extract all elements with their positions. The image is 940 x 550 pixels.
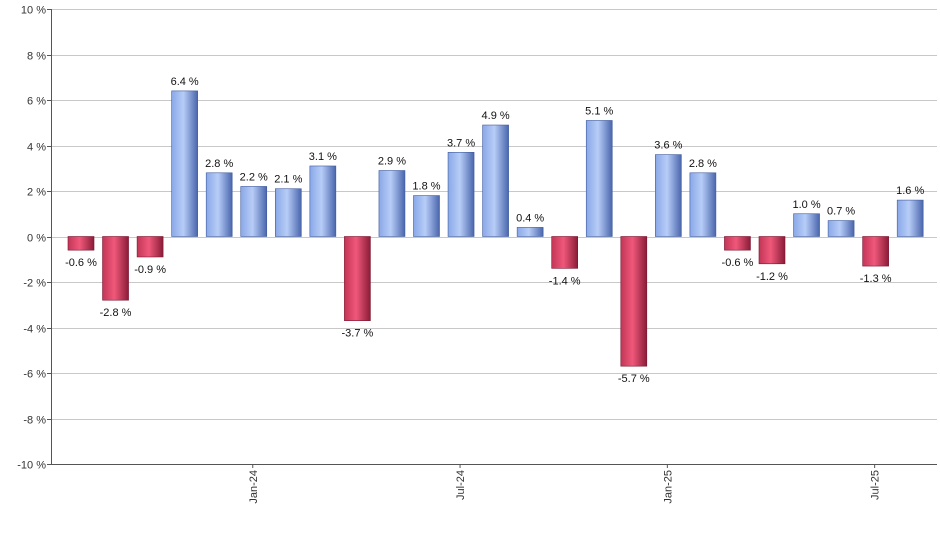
- y-tick-label: -2 %: [23, 278, 46, 290]
- bar: [413, 195, 440, 237]
- data-label: 2.8 %: [205, 158, 233, 170]
- y-tick-label: -10 %: [17, 460, 46, 472]
- data-label: 2.1 %: [274, 174, 302, 186]
- y-tick-label: -8 %: [23, 415, 46, 427]
- bar: [827, 220, 855, 237]
- y-tick-label: 4 %: [27, 142, 46, 154]
- data-label: 1.8 %: [412, 181, 440, 193]
- data-label: 3.6 %: [654, 140, 682, 152]
- bar: [862, 236, 889, 267]
- bar: [655, 154, 682, 237]
- data-label: 4.9 %: [482, 110, 510, 122]
- data-label: 6.4 %: [171, 76, 199, 88]
- bar: [793, 213, 820, 237]
- bar: [620, 236, 648, 367]
- data-label: 0.7 %: [827, 206, 855, 218]
- data-label: 0.4 %: [516, 212, 544, 224]
- data-label: -5.7 %: [618, 373, 650, 385]
- data-label: -1.2 %: [756, 271, 788, 283]
- data-label: 5.1 %: [585, 105, 613, 117]
- bar: [482, 124, 509, 237]
- x-tick-label: Jul-25: [870, 470, 882, 500]
- data-label: 3.7 %: [447, 137, 475, 149]
- data-label: 1.6 %: [896, 185, 924, 197]
- labels-group: -0.6 % -2.8 % -0.9 % 6.4 % 2.8 % 2.2 % 2.1 % 3.…: [65, 76, 924, 504]
- bar: [689, 172, 717, 237]
- data-label: -2.8 %: [100, 307, 132, 319]
- data-label: 3.1 %: [309, 151, 337, 163]
- x-tick-label: Jan-24: [248, 470, 260, 504]
- data-label: -0.6 %: [722, 257, 754, 269]
- data-label: -3.7 %: [342, 328, 374, 340]
- x-tick-label: Jul-24: [455, 470, 467, 500]
- data-label: -0.9 %: [134, 264, 166, 276]
- bar: [309, 165, 337, 237]
- bar: [378, 170, 406, 237]
- bars-group: [67, 90, 924, 367]
- bar: [136, 236, 164, 258]
- y-tick-label: 8 %: [27, 51, 46, 63]
- data-label: -0.6 %: [65, 257, 97, 269]
- bar: [724, 236, 751, 251]
- y-tick-label: 0 %: [27, 233, 46, 245]
- axes-group: 10 % 8 % 6 % 4 % 2 % 0 % -2 % -4 % -6 % -8 % -10 %: [17, 5, 937, 472]
- bar: [171, 90, 198, 237]
- bar: [240, 186, 268, 237]
- bar: [551, 236, 579, 269]
- bar: [274, 188, 302, 237]
- y-tick-label: -4 %: [23, 324, 46, 336]
- bar: [67, 236, 95, 251]
- bar: [896, 199, 924, 237]
- bar: [516, 227, 544, 237]
- y-tick-label: 10 %: [21, 5, 46, 17]
- data-label: -1.3 %: [860, 273, 892, 285]
- y-tick-label: -6 %: [23, 369, 46, 381]
- data-label: 2.2 %: [240, 171, 268, 183]
- bar: [205, 172, 233, 237]
- data-label: 1.0 %: [792, 199, 820, 211]
- bar: [344, 236, 371, 321]
- bar: [447, 152, 475, 237]
- data-label: 2.8 %: [689, 158, 717, 170]
- data-label: 2.9 %: [378, 156, 406, 168]
- x-tick-label: Jan-25: [662, 470, 674, 504]
- bar: [102, 236, 129, 301]
- y-tick-label: 2 %: [27, 187, 46, 199]
- bar: [585, 120, 613, 237]
- data-label: -1.4 %: [549, 275, 581, 287]
- y-tick-label: 6 %: [27, 96, 46, 108]
- bar: [758, 236, 786, 265]
